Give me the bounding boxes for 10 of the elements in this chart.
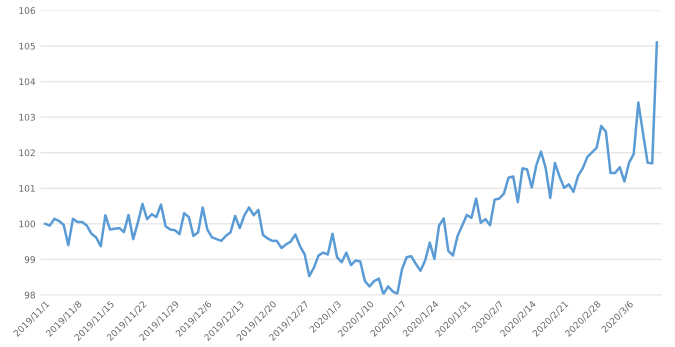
y-tick-label: 102 — [19, 149, 35, 156]
y-tick-label: 100 — [19, 220, 36, 228]
y-tick-label: 103 — [19, 114, 35, 121]
y-tick-label: 105 — [19, 42, 35, 50]
line-series — [44, 41, 658, 295]
y-tick-label: 101 — [19, 184, 35, 192]
y-tick-label: 104 — [19, 78, 36, 86]
y-tick-label: 99 — [24, 256, 36, 263]
y-tick-label: 106 — [19, 7, 36, 14]
y-tick-label: 98 — [24, 292, 36, 299]
